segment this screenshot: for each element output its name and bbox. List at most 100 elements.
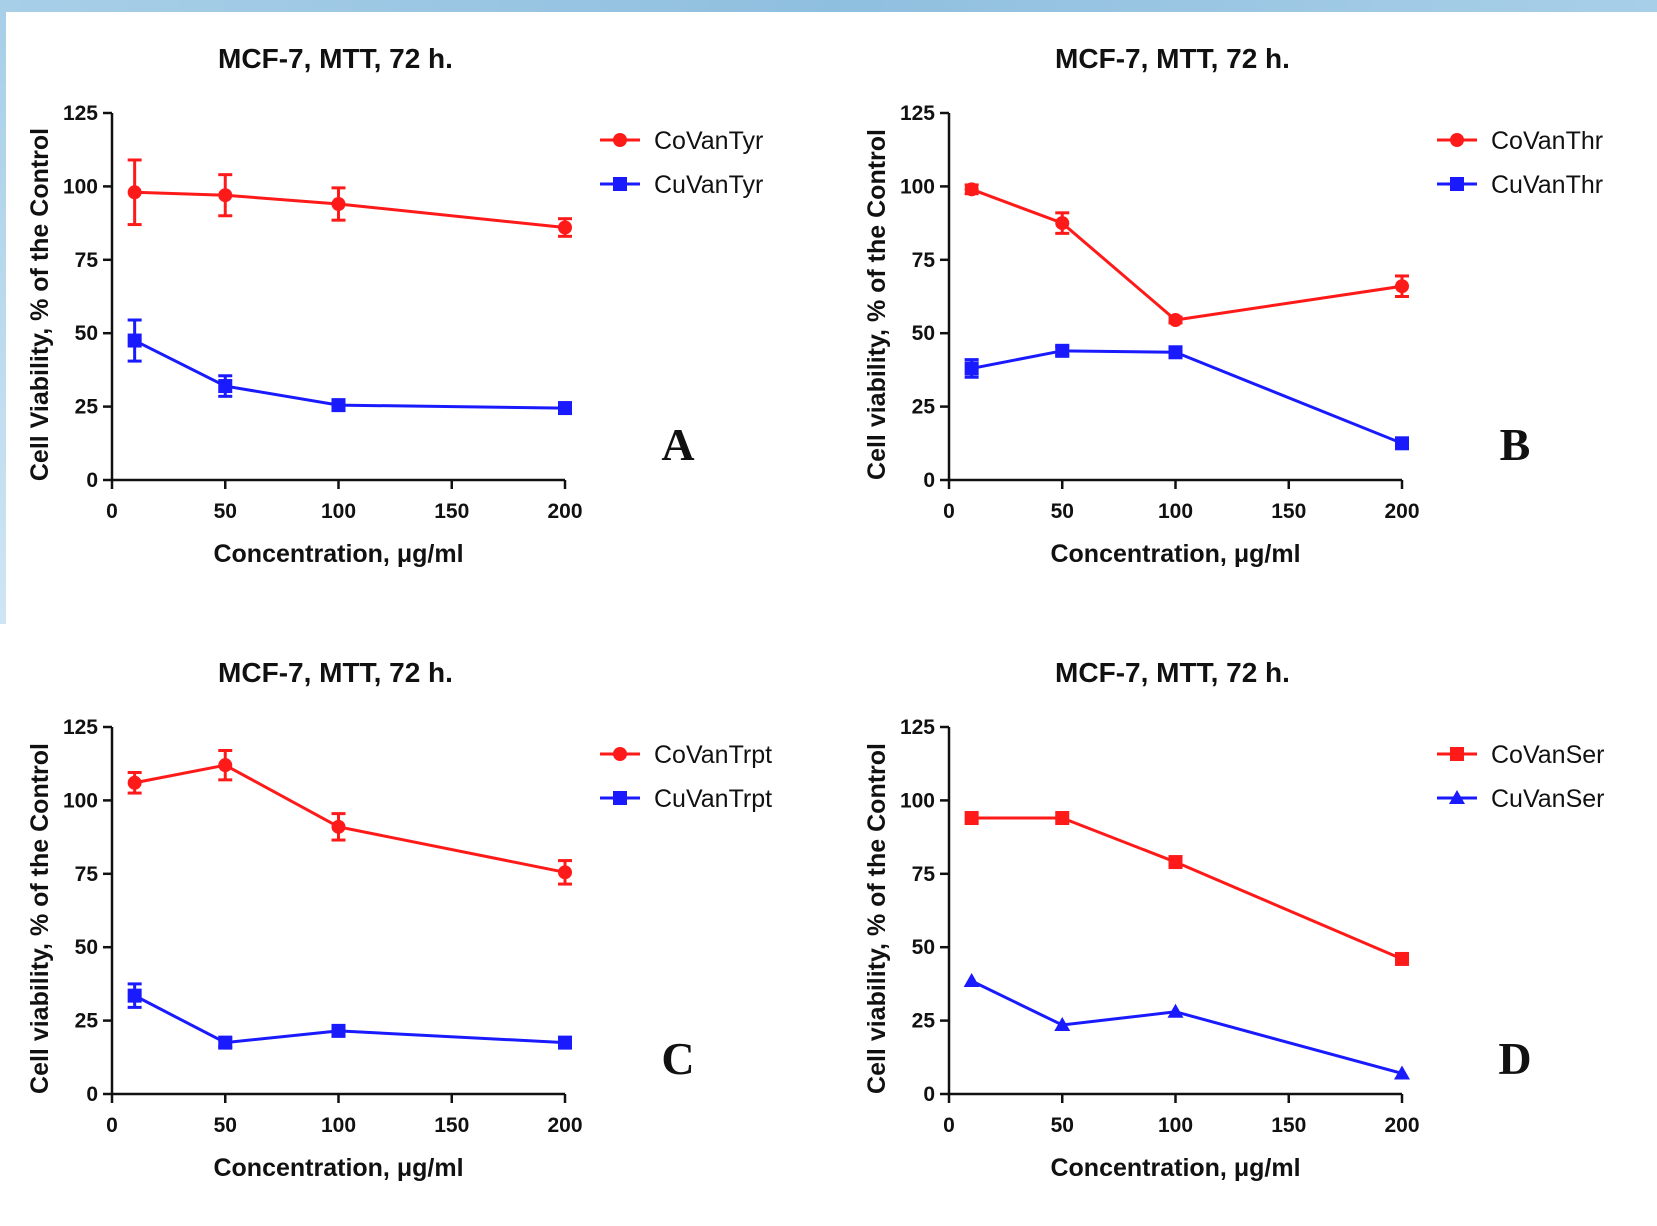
y-tick-label: 50 [75,322,98,345]
series-group [964,182,1409,327]
chart-title: MCF-7, MTT, 72 h. [1055,43,1290,74]
y-tick-label: 25 [912,1010,936,1033]
chart-panel-c: MCF-7, MTT, 72 h. 0 25 50 75 100 125 0 50 100 150 2… [0,614,820,1226]
y-tick-label: 0 [923,469,935,492]
y-tick-label: 125 [63,102,98,125]
x-axis-label: Concentration, μg/ml [1050,1154,1300,1182]
legend-marker [1450,177,1464,191]
data-point [127,988,142,1003]
panel-letter: B [1500,419,1531,470]
data-point [558,401,572,416]
chart-a-svg: MCF-7, MTT, 72 h. 0 25 50 75 100 125 0 50 100 150 2… [26,43,763,568]
y-tick-label: 0 [86,1083,98,1106]
series-line [133,339,566,410]
data-point [1395,951,1409,966]
y-tick-label: 125 [63,716,98,739]
y-tick-label: 75 [75,863,99,886]
series-line [134,190,566,229]
x-tick-label: 150 [434,1114,469,1137]
data-point [218,1035,233,1050]
y-tick-label: 100 [63,175,98,198]
chart-panel-a: MCF-7, MTT, 72 h. 0 25 50 75 100 125 0 50 100 150 2… [0,0,820,612]
chart-d-svg: MCF-7, MTT, 72 h. 0 25 50 75 100 125 0 50 100 150 2… [863,657,1605,1182]
series-line [134,763,566,874]
series-group [964,343,1409,451]
x-tick-label: 150 [434,500,469,523]
series-line [971,187,1403,322]
y-tick-label: 100 [900,175,935,198]
y-tick-label: 50 [912,322,935,345]
data-point [1055,216,1070,231]
series-line [971,349,1403,445]
x-tick-label: 200 [547,1114,582,1137]
data-point [558,1035,572,1050]
legend-label: CuVanTyr [654,171,763,199]
series-group [963,972,1410,1080]
y-tick-label: 125 [900,716,935,739]
data-point [1168,312,1183,327]
data-point [218,758,233,773]
top-border-band [0,0,1657,12]
chart-c-svg: MCF-7, MTT, 72 h. 0 25 50 75 100 125 0 50 100 150 2… [26,657,772,1182]
legend-marker [613,747,627,761]
data-point [964,811,979,826]
legend-label: CoVanTrpt [654,741,772,769]
x-tick-label: 100 [321,1114,356,1137]
legend-label: CuVanTrpt [654,785,772,813]
data-point [1168,855,1183,870]
legend-marker [1450,747,1464,761]
y-tick-label: 0 [923,1083,935,1106]
y-tick-label: 75 [912,863,936,886]
data-point [1054,1017,1071,1032]
y-tick-label: 0 [86,469,98,492]
left-border-band [0,12,6,624]
chart-b-svg: MCF-7, MTT, 72 h. 0 25 50 75 100 125 0 50 100 150 2… [863,43,1603,568]
x-tick-label: 100 [321,500,356,523]
y-tick-label: 50 [75,936,98,959]
series-group [964,811,1409,966]
data-point [127,333,142,348]
series-group [127,982,572,1050]
legend-marker [1449,790,1465,804]
legend-label: CoVanTyr [654,127,763,155]
data-point [1395,436,1409,451]
data-point [331,819,346,834]
x-tick-label: 50 [214,500,237,523]
x-tick-label: 150 [1271,500,1306,523]
legend-label: CoVanThr [1491,127,1603,155]
x-axis-label: Concentration, μg/ml [213,540,463,568]
data-point [331,398,346,413]
series-group [127,318,572,416]
data-point [1055,343,1070,358]
data-point [218,379,233,394]
y-tick-label: 100 [900,789,935,812]
x-tick-label: 0 [106,500,118,523]
y-axis-label: Cell viability, % of the Control [863,743,891,1094]
data-point [963,972,980,987]
data-point [1395,279,1409,294]
x-axis-label: Concentration, μg/ml [213,1154,463,1182]
x-axis-label: Concentration, μg/ml [1050,540,1300,568]
chart-panel-d: MCF-7, MTT, 72 h. 0 25 50 75 100 125 0 50 100 150 2… [837,614,1657,1226]
legend-marker [613,791,627,805]
legend-marker [1450,133,1464,147]
data-point [1167,1003,1184,1018]
y-tick-label: 75 [75,249,99,272]
data-point [331,197,346,212]
y-tick-label: 25 [912,396,936,419]
series-group [127,748,572,886]
data-point [127,185,142,200]
chart-title: MCF-7, MTT, 72 h. [1055,657,1290,688]
x-tick-label: 0 [943,500,955,523]
series-group [127,158,572,238]
data-point [331,1023,346,1038]
data-point [218,188,233,203]
y-tick-label: 25 [75,1010,99,1033]
data-point [1168,345,1183,360]
y-tick-label: 50 [912,936,935,959]
x-tick-label: 200 [547,500,582,523]
y-tick-label: 125 [900,102,935,125]
chart-title: MCF-7, MTT, 72 h. [218,657,453,688]
panel-letter: D [1498,1033,1531,1084]
series-line [971,816,1403,961]
